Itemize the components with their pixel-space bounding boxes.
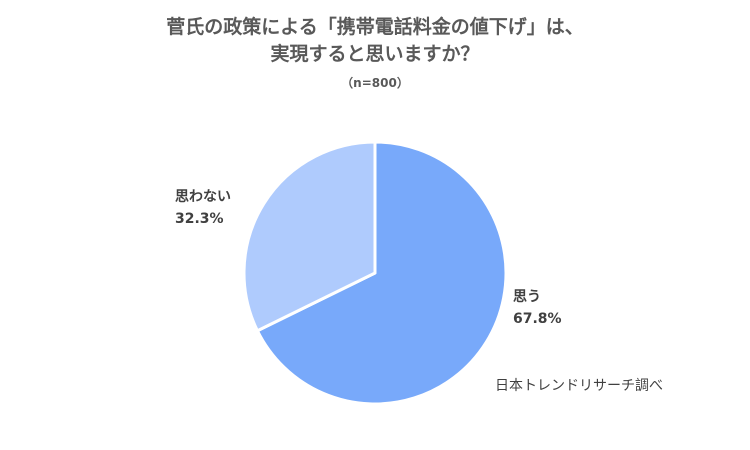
slice-omowanai (242, 140, 377, 333)
slice-label-omowanai: 思わない 32.3% (175, 186, 231, 230)
slice-name-omou: 思う (513, 289, 541, 305)
chart-title: 菅氏の政策による「携帯電話料金の値下げ」は、 実現すると思いますか？ (0, 14, 750, 68)
source-note: 日本トレンドリサーチ調べ (495, 378, 663, 394)
slice-omou (255, 140, 508, 406)
slice-name-omowanai: 思わない (175, 189, 231, 205)
slice-label-omou: 思う 67.8% (513, 286, 562, 330)
chart-title-line-1: 菅氏の政策による「携帯電話料金の値下げ」は、 (166, 16, 584, 38)
chart-title-line-2: 実現すると思いますか？ (270, 43, 480, 65)
slice-value-omou: 67.8% (513, 311, 562, 327)
slice-value-omowanai: 32.3% (175, 211, 224, 227)
chart-subtitle: （n=800） (341, 76, 409, 90)
